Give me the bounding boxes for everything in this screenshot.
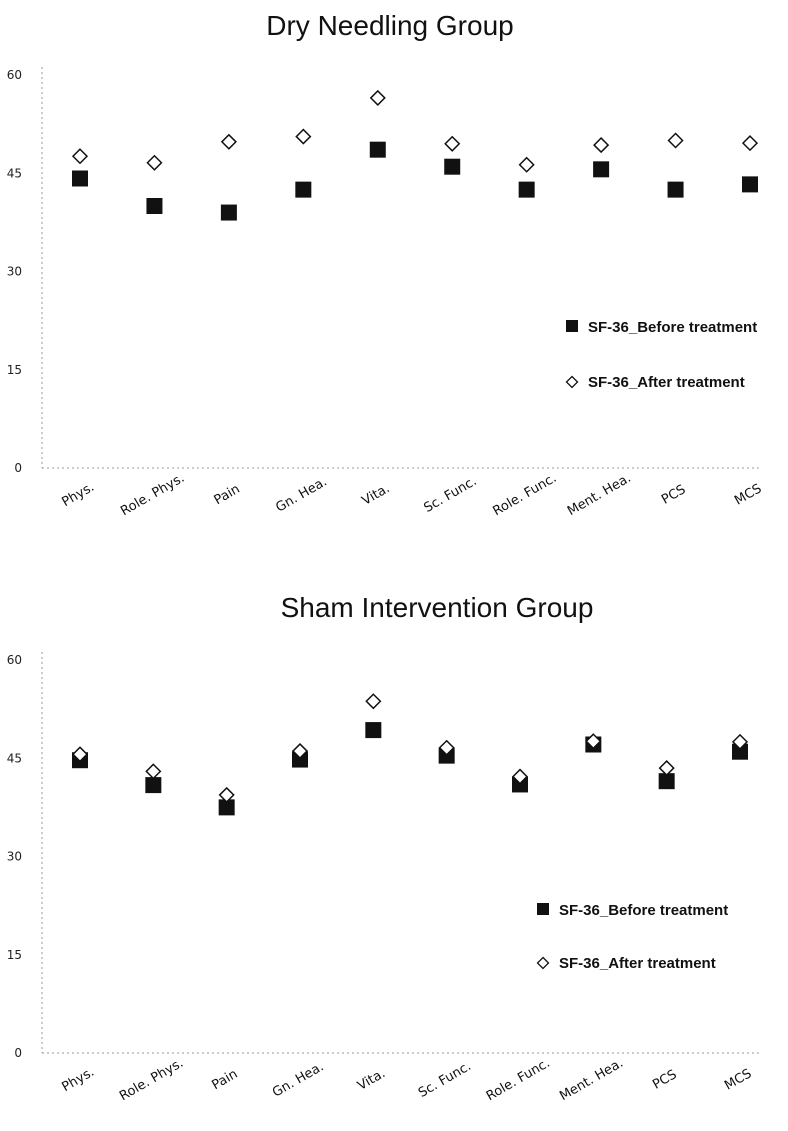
x-tick-label: MCS (732, 481, 764, 508)
point-before-treatment (593, 161, 610, 178)
x-tick-label: Gn. Hea. (270, 1059, 326, 1100)
x-tick-label: Phys. (59, 480, 97, 510)
point-after-treatment (295, 128, 312, 145)
x-tick-label: Phys. (59, 1065, 97, 1095)
x-tick-label: Sc. Func. (422, 474, 480, 516)
legend-label: SF-36_After treatment (588, 374, 745, 391)
point-after-treatment (518, 156, 535, 173)
legend-label: SF-36_After treatment (559, 955, 716, 972)
point-after-treatment (291, 742, 309, 760)
point-before-treatment (218, 799, 235, 816)
point-before-treatment (667, 181, 684, 198)
y-tick-label: 0 (14, 1046, 22, 1060)
y-tick-label: 60 (7, 653, 22, 667)
legend-marker-after (565, 375, 579, 389)
point-before-treatment (220, 204, 237, 221)
legend: SF-36_Before treatment SF-36_After treatm… (565, 319, 757, 391)
x-tick-label: Ment. Hea. (557, 1056, 626, 1104)
point-after-treatment (438, 739, 455, 756)
legend-marker-after (536, 956, 550, 970)
point-before-treatment (292, 751, 308, 768)
x-tick-label: MCS (722, 1066, 754, 1093)
x-tick-label: Gn. Hea. (273, 474, 329, 515)
point-before-treatment (732, 743, 748, 760)
x-tick-label: PCS (659, 482, 688, 508)
x-tick-label: PCS (650, 1067, 679, 1093)
x-tick-label: Pain (212, 482, 243, 509)
y-tick-label: 30 (7, 265, 22, 279)
chart-sham-intervention: Sham Intervention Group 0 15 30 45 60 Phys. Rol… (7, 592, 760, 1104)
x-tick-label: Role. Func. (491, 471, 560, 519)
point-before-treatment (742, 176, 758, 193)
point-after-treatment (585, 733, 602, 750)
chart-dry-needling: Dry Needling Group 0 15 30 45 60 Phys. Role. Ph… (7, 10, 765, 519)
point-after-treatment (667, 132, 684, 149)
y-tick-label: 15 (7, 363, 22, 377)
point-after-treatment (658, 760, 675, 777)
y-tick-label: 30 (7, 850, 22, 864)
point-after-treatment (146, 154, 163, 171)
point-before-treatment (145, 777, 162, 794)
point-after-treatment (145, 763, 162, 780)
point-after-treatment (220, 133, 237, 150)
point-before-treatment (146, 198, 163, 214)
y-tick-label: 0 (14, 461, 22, 475)
point-after-treatment (444, 135, 461, 152)
x-tick-label: Ment. Hea. (565, 471, 634, 519)
point-after-treatment (71, 148, 89, 165)
point-before-treatment (369, 141, 386, 158)
legend-label: SF-36_Before treatment (588, 319, 757, 336)
point-after-treatment (369, 89, 386, 106)
point-before-treatment (365, 722, 382, 739)
x-tick-label: Vita. (355, 1066, 388, 1094)
x-tick-label: Role. Phys. (117, 1056, 186, 1104)
point-before-treatment (295, 181, 312, 198)
y-tick-label: 15 (7, 948, 22, 962)
point-after-treatment (71, 746, 89, 763)
x-tick-label: Sc. Func. (416, 1059, 474, 1101)
y-tick-label: 45 (7, 751, 22, 765)
point-before-treatment (658, 773, 675, 790)
x-tick-label: Vita. (360, 481, 393, 509)
point-after-treatment (511, 768, 529, 785)
point-after-treatment (593, 137, 610, 154)
point-before-treatment (72, 170, 88, 187)
legend: SF-36_Before treatment SF-36_After treatm… (536, 902, 728, 972)
point-after-treatment (731, 733, 749, 750)
legend-label: SF-36_Before treatment (559, 902, 728, 919)
point-before-treatment (518, 181, 535, 198)
legend-marker-before (537, 903, 549, 915)
y-tick-label: 60 (7, 68, 22, 82)
point-after-treatment (218, 786, 235, 803)
chart-title: Sham Intervention Group (281, 592, 594, 623)
point-after-treatment (741, 135, 759, 152)
point-before-treatment (444, 158, 461, 175)
chart-title: Dry Needling Group (266, 10, 513, 41)
point-after-treatment (365, 693, 382, 710)
y-tick-label: 45 (7, 166, 22, 180)
x-tick-label: Pain (209, 1067, 240, 1094)
x-tick-label: Role. Phys. (118, 471, 187, 519)
legend-marker-before (566, 320, 578, 332)
x-tick-label: Role. Func. (484, 1056, 553, 1104)
